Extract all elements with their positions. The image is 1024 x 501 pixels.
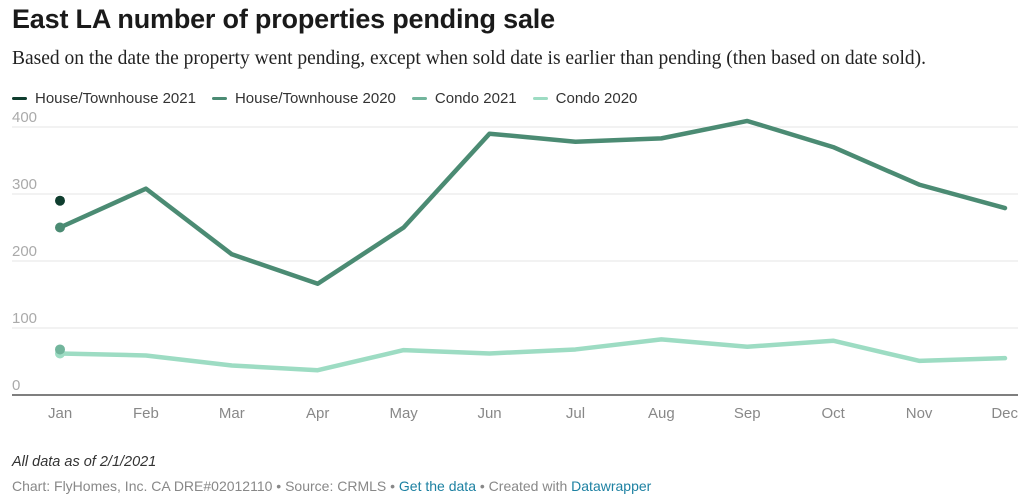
y-tick-label-0: 0	[12, 377, 20, 394]
legend-label-house-2021: House/Townhouse 2021	[35, 90, 196, 107]
legend-label-condo-2020: Condo 2020	[555, 90, 638, 107]
created-with-text: • Created with	[475, 478, 572, 494]
footnote: All data as of 2/1/2021	[12, 454, 157, 470]
legend-swatch-house-2020	[211, 97, 227, 100]
x-tick-label-jan: Jan	[48, 405, 72, 422]
legend-swatch-condo-2020	[532, 97, 548, 100]
x-tick-label-dec: Dec	[991, 405, 1018, 422]
y-tick-label-200: 200	[12, 243, 37, 260]
series-line-condo-2020	[57, 337, 1008, 373]
x-tick-label-sep: Sep	[734, 405, 761, 422]
x-tick-label-aug: Aug	[648, 405, 675, 422]
x-tick-label-apr: Apr	[306, 405, 329, 422]
legend-item-condo-2020: Condo 2020	[532, 90, 638, 107]
legend-swatch-house-2021	[12, 97, 27, 100]
y-tick-label-400: 400	[12, 109, 37, 126]
line-chart: 0 100 200 300 400 Jan Feb Mar Apr May Jun Jul Aug Sep…	[12, 109, 1018, 422]
series-point-house-townhouse-2021	[55, 195, 65, 206]
x-tick-label-jul: Jul	[566, 405, 585, 422]
x-tick-label-feb: Feb	[133, 405, 159, 422]
legend-item-condo-2021: Condo 2021	[411, 90, 517, 107]
x-tick-label-may: May	[389, 405, 418, 422]
legend-label-house-2020: House/Townhouse 2020	[234, 90, 396, 107]
credit-text: Chart: FlyHomes, Inc. CA DRE#02012110 • …	[12, 478, 399, 494]
series-start-point-house-townhouse-2020	[55, 222, 65, 233]
series-line-house-townhouse-2020	[57, 118, 1008, 287]
chart-title: East LA number of properties pending sal…	[12, 4, 555, 34]
y-tick-label-300: 300	[12, 176, 37, 193]
y-tick-label-100: 100	[12, 310, 37, 327]
x-tick-label-jun: Jun	[477, 405, 501, 422]
legend-item-house-2020: House/Townhouse 2020	[211, 90, 396, 107]
x-tick-label-oct: Oct	[822, 405, 846, 422]
datawrapper-link[interactable]: Datawrapper	[571, 478, 652, 494]
legend-label-condo-2021: Condo 2021	[434, 90, 517, 107]
series-point-condo-2021	[55, 344, 65, 355]
x-tick-label-mar: Mar	[219, 405, 245, 422]
chart-subtitle: Based on the date the property went pend…	[12, 48, 927, 69]
credits: Chart: FlyHomes, Inc. CA DRE#02012110 • …	[12, 478, 651, 494]
legend-swatch-condo-2021	[411, 97, 427, 100]
get-the-data-link[interactable]: Get the data	[398, 478, 476, 494]
legend: House/Townhouse 2021 House/Townhouse 202…	[12, 90, 653, 107]
legend-item-house-2021: House/Townhouse 2021	[12, 90, 196, 107]
x-tick-label-nov: Nov	[906, 405, 933, 422]
